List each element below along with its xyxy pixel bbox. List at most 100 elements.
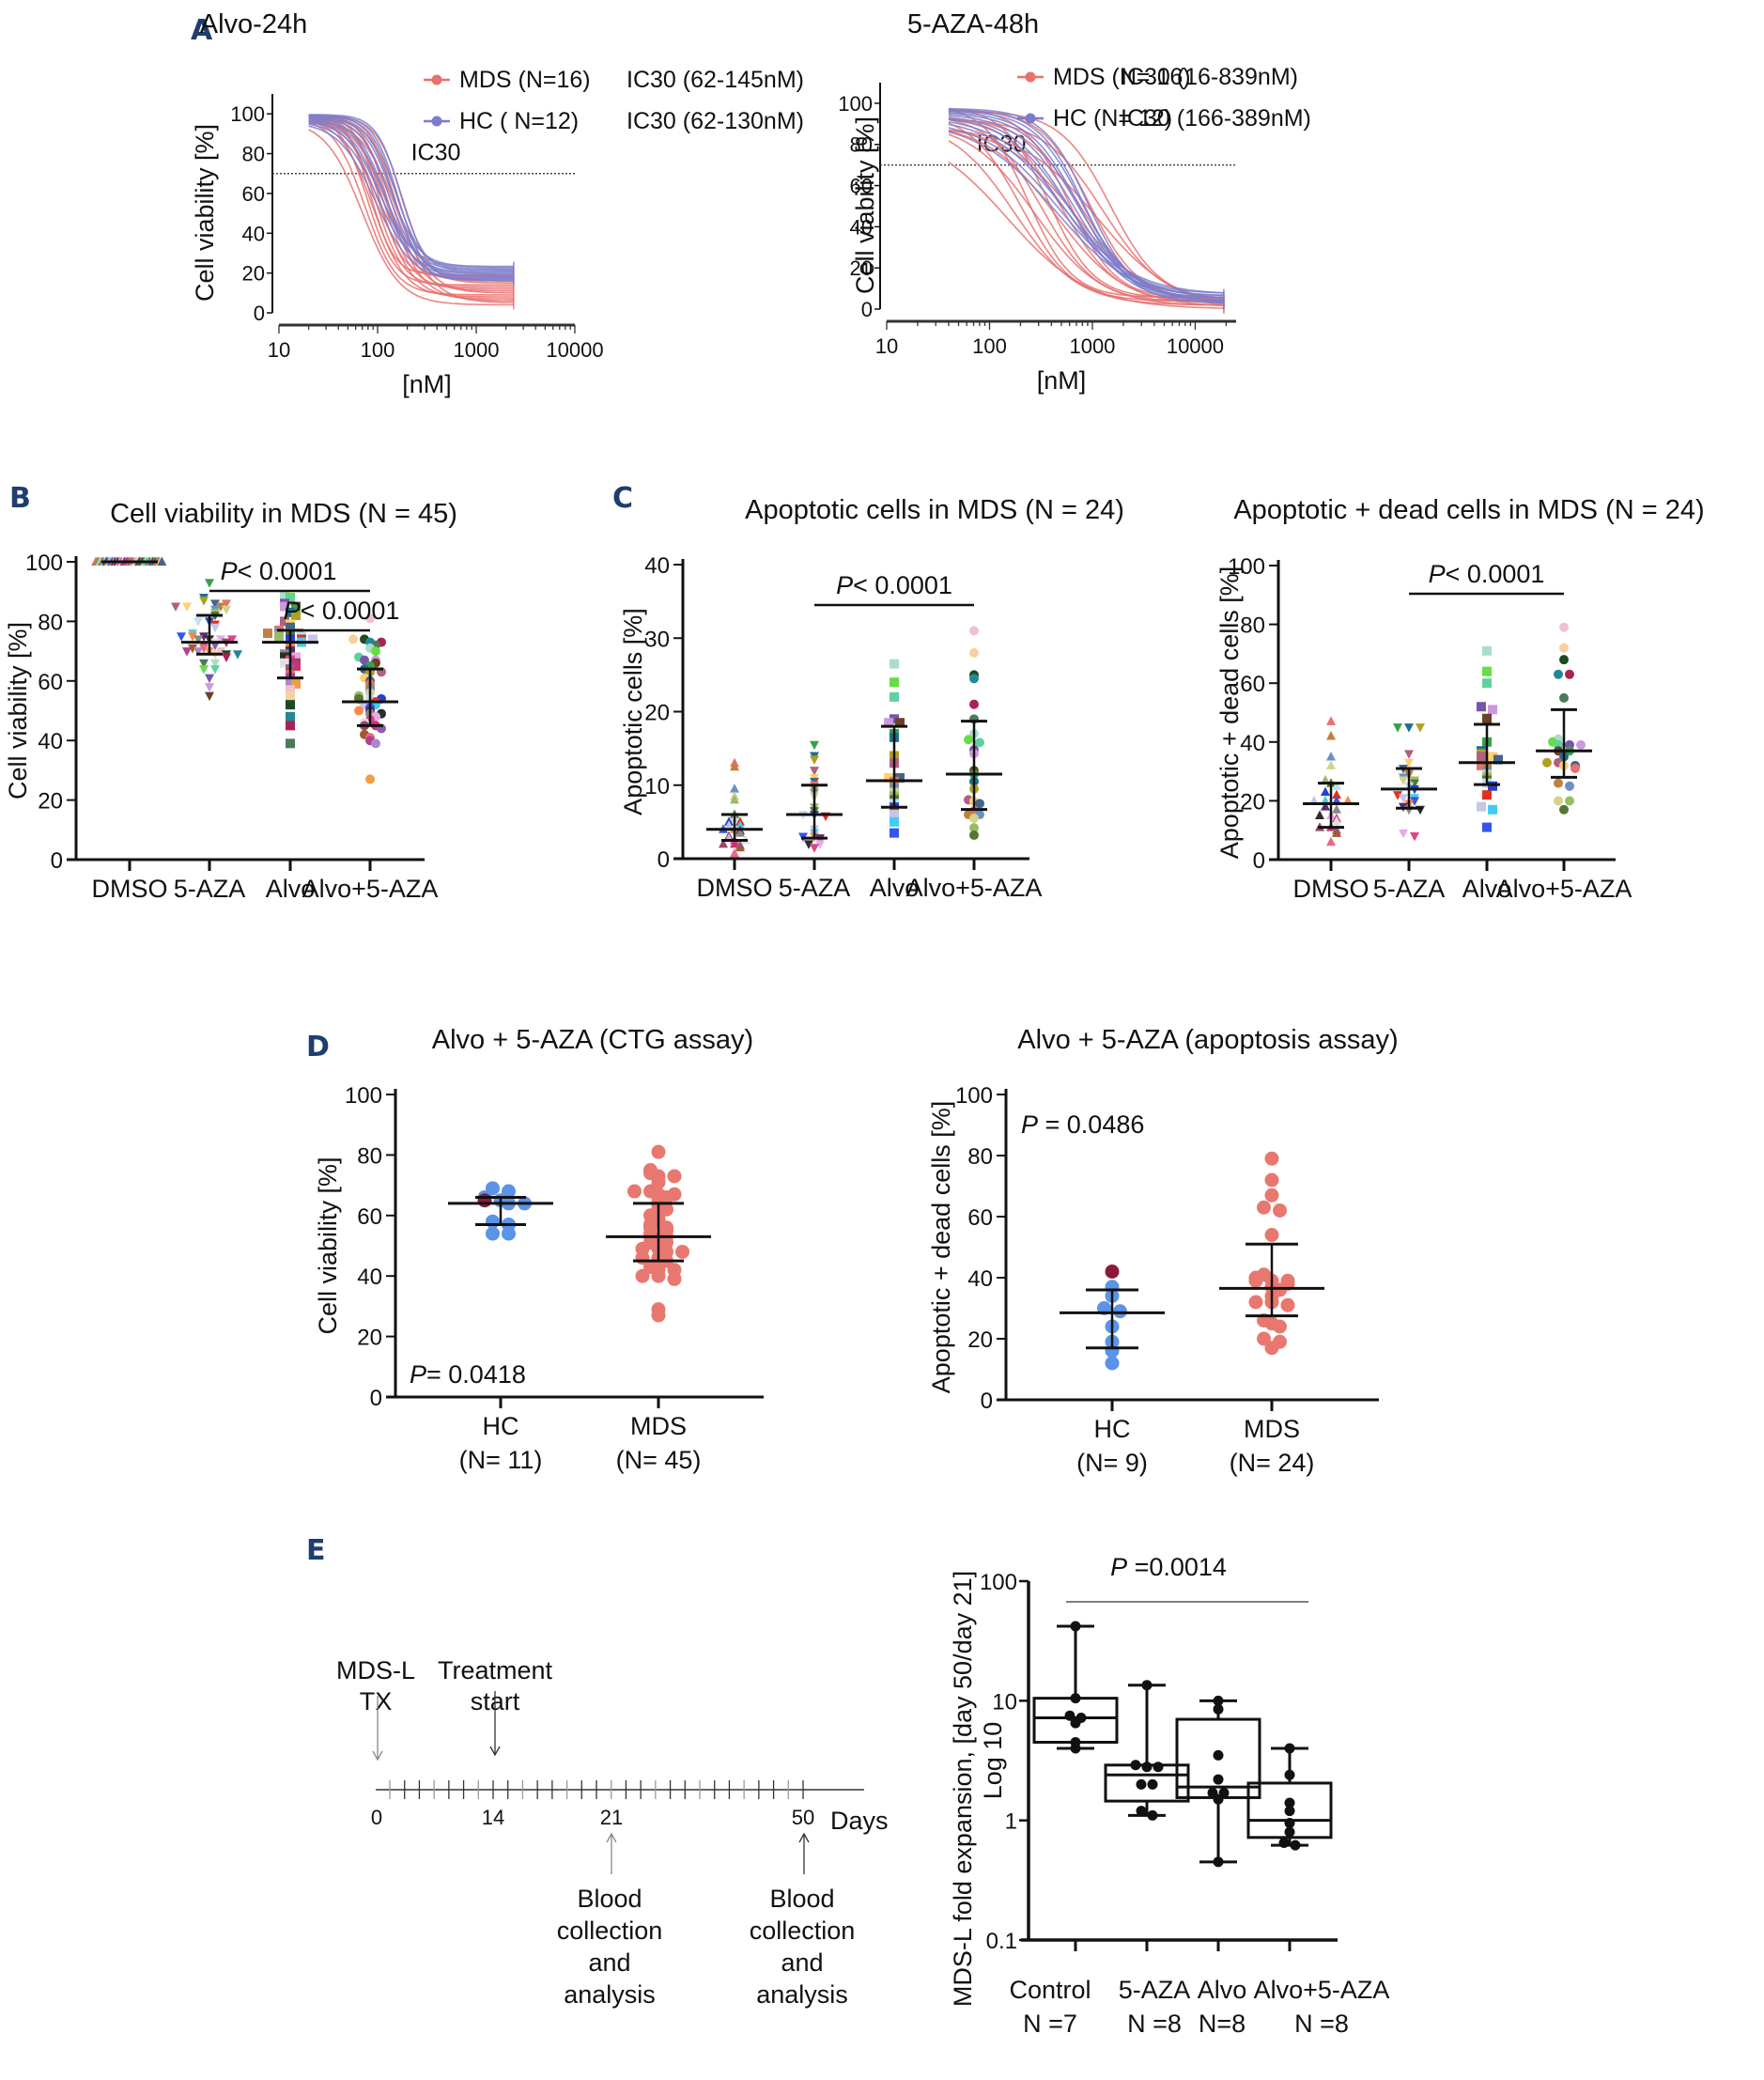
data-point <box>719 838 728 848</box>
data-point <box>1332 781 1341 790</box>
data-point <box>1257 1331 1271 1346</box>
arrow-head-icon <box>606 1832 617 1843</box>
data-point <box>1559 622 1569 632</box>
x-tick-label: 1000 <box>1069 334 1115 358</box>
p-rest: < 0.0001 <box>1446 560 1545 588</box>
hc-curve <box>948 112 1225 302</box>
y-tick-label: 40 <box>850 215 873 239</box>
y-tick-label: 80 <box>850 133 873 157</box>
x-tick-label: 100 <box>972 334 1007 358</box>
data-point <box>1488 752 1497 762</box>
data-point <box>1565 781 1574 791</box>
y-tick-label: 60 <box>1240 672 1265 697</box>
data-point <box>1284 1743 1295 1754</box>
data-point <box>724 820 734 830</box>
data-point <box>291 660 301 671</box>
x-tick-label: 100 <box>361 338 395 362</box>
arrow-head-icon <box>489 1746 501 1757</box>
data-point <box>205 691 214 702</box>
data-point <box>348 634 358 644</box>
y-tick-label: 0 <box>981 1389 993 1414</box>
data-point <box>1576 739 1586 750</box>
data-point <box>177 632 186 642</box>
data-point <box>210 623 220 633</box>
x-category-label: MDS <box>1244 1415 1300 1443</box>
x-tick-label: 10000 <box>1167 334 1224 358</box>
p-italic: P <box>1021 1110 1038 1139</box>
data-point <box>1284 1769 1295 1780</box>
y-tick-label: 20 <box>1240 789 1265 815</box>
data-point <box>486 1214 500 1229</box>
data-point <box>1213 1856 1224 1868</box>
panel-letter-a: A <box>191 14 213 47</box>
data-point <box>286 738 295 749</box>
event-label: collection <box>750 1917 856 1945</box>
panel-letter-c: C <box>612 482 633 515</box>
event-label: Blood <box>577 1885 642 1913</box>
data-point <box>1309 795 1319 805</box>
data-point <box>1105 1265 1120 1279</box>
data-point <box>1113 1304 1127 1319</box>
data-point <box>730 794 739 804</box>
p-value-label: P= 0.0418 <box>410 1360 526 1389</box>
data-point <box>1554 669 1563 679</box>
legend-marker <box>1025 113 1036 124</box>
chart-title: Alvo + 5-AZA (apoptosis assay) <box>1017 1025 1398 1055</box>
data-point <box>1284 1797 1295 1808</box>
p-italic: P <box>836 571 853 599</box>
data-point <box>1488 804 1497 815</box>
data-point <box>1554 796 1563 806</box>
data-point <box>667 1271 682 1286</box>
data-point <box>199 659 209 669</box>
data-point <box>1554 778 1563 788</box>
data-point <box>1488 705 1497 715</box>
data-point <box>667 1169 682 1184</box>
x-category-label: Alvo+5-AZA <box>906 874 1043 902</box>
data-point <box>1284 1806 1295 1817</box>
y-tick-label: 80 <box>38 610 63 635</box>
y-tick-label: 20 <box>644 701 670 726</box>
p-rest: = 0.0486 <box>1038 1110 1144 1139</box>
y-tick-label: 60 <box>850 175 873 198</box>
data-point <box>222 605 231 615</box>
data-point <box>291 604 301 614</box>
data-point <box>635 1268 650 1283</box>
hc-curve <box>308 118 514 281</box>
panel-c-apoptotic-dead-scatter: Apoptotic + dead cells in MDS (N = 24) 0 2… <box>1215 495 1705 903</box>
x-category-label: HC <box>483 1412 519 1440</box>
data-point <box>1070 1717 1081 1729</box>
data-point <box>222 599 231 609</box>
p-rest: < 0.0001 <box>301 597 400 625</box>
y-tick-label: 100 <box>838 92 873 116</box>
data-point <box>1399 776 1408 785</box>
panel-b-viability-scatter: Cell viability in MDS (N = 45) 0 20 40 60 80 1… <box>4 499 457 903</box>
hc-curve <box>948 121 1225 302</box>
y-tick-label: 40 <box>357 1265 382 1290</box>
y-tick-label: 40 <box>1240 731 1265 756</box>
data-point <box>1147 1778 1158 1790</box>
data-point <box>286 607 295 617</box>
event-label: collection <box>557 1917 663 1945</box>
data-point <box>969 647 979 658</box>
data-point <box>210 599 220 609</box>
hc-curve <box>308 114 514 272</box>
y-tick-label: 100 <box>230 102 265 126</box>
data-point <box>1105 1356 1120 1371</box>
mds-curve <box>948 133 1225 306</box>
data-point <box>193 647 203 657</box>
y-tick-label: 80 <box>242 143 265 166</box>
data-point <box>216 602 225 613</box>
data-point <box>1213 1749 1224 1761</box>
box <box>1246 1781 1333 1839</box>
y-tick-label: 0 <box>1253 848 1265 874</box>
day-label: 21 <box>600 1806 623 1829</box>
panel-letter-d: D <box>306 1031 330 1063</box>
data-point <box>890 810 899 820</box>
y-tick-label: 20 <box>242 262 265 286</box>
y-tick-label: 1 <box>1005 1809 1017 1835</box>
data-point <box>1213 1703 1224 1715</box>
data-point <box>890 714 899 724</box>
ic30-label: IC30 <box>411 140 461 166</box>
y-tick-label: 60 <box>357 1204 382 1230</box>
data-point <box>280 658 289 668</box>
